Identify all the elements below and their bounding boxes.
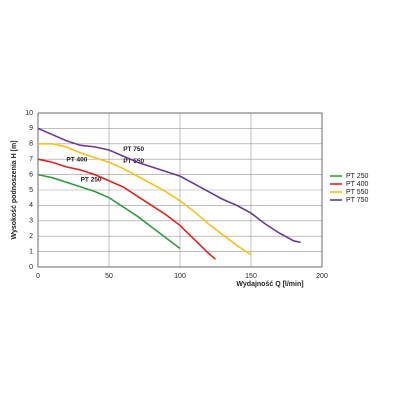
y-tick-label: 0 — [29, 264, 33, 271]
y-axis-label: Wysokość podnoszenia H [m] — [11, 140, 18, 239]
curve — [37, 158, 217, 260]
x-tick-label: 150 — [245, 273, 257, 280]
x-tick-label: 100 — [174, 273, 186, 280]
y-tick-label: 10 — [25, 110, 33, 117]
plot-frame — [37, 112, 323, 268]
y-tick-label: 8 — [29, 141, 33, 148]
curve-label: PT 250 — [81, 177, 102, 184]
curve — [38, 143, 252, 256]
y-tick-label: 4 — [29, 202, 33, 209]
y-tick-label: 1 — [29, 248, 33, 255]
y-tick-label: 5 — [29, 187, 33, 194]
x-tick-label: 200 — [316, 273, 328, 280]
curve — [37, 127, 301, 244]
curve-label: PT 550 — [123, 158, 144, 165]
legend-label: PT 400 — [346, 181, 369, 188]
legend-label: PT 550 — [346, 189, 369, 196]
legend-label: PT 750 — [346, 197, 369, 204]
curve — [37, 173, 181, 250]
y-tick-label: 3 — [29, 218, 33, 225]
x-axis-label: Wydajność Q [l/min] — [236, 281, 303, 288]
curve-label: PT 400 — [66, 157, 87, 164]
x-tick-label: 0 — [36, 273, 40, 280]
y-tick-label: 9 — [29, 125, 33, 132]
y-tick-label: 2 — [29, 233, 33, 240]
curve-label: PT 750 — [123, 146, 144, 153]
y-tick-label: 7 — [29, 156, 33, 163]
y-tick-label: 6 — [29, 171, 33, 178]
x-tick-label: 50 — [105, 273, 113, 280]
legend-label: PT 250 — [346, 173, 369, 180]
